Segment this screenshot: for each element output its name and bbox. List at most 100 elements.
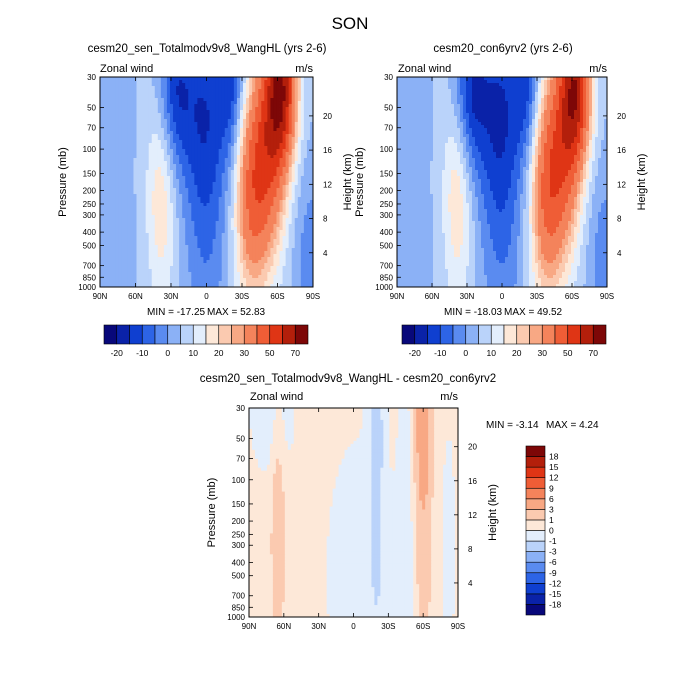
field-cell bbox=[285, 230, 290, 234]
field-cell bbox=[100, 104, 104, 108]
field-cell bbox=[182, 221, 186, 225]
field-cell bbox=[249, 116, 253, 120]
field-cell bbox=[255, 221, 259, 225]
field-cell bbox=[206, 221, 210, 225]
field-cell bbox=[255, 182, 259, 186]
field-cell bbox=[185, 149, 189, 153]
field-cell bbox=[139, 119, 143, 123]
field-cell bbox=[133, 212, 137, 216]
field-cell bbox=[151, 161, 156, 165]
field-cell bbox=[139, 137, 143, 141]
field-cell bbox=[127, 260, 131, 264]
field-cell bbox=[236, 191, 241, 195]
field-cell bbox=[157, 275, 162, 279]
field-cell bbox=[243, 131, 247, 135]
field-cell bbox=[212, 269, 217, 273]
field-cell bbox=[261, 83, 265, 87]
field-cell bbox=[276, 284, 280, 288]
field-cell bbox=[221, 89, 226, 93]
field-cell bbox=[309, 263, 314, 267]
field-cell bbox=[273, 203, 277, 207]
field-cell bbox=[236, 260, 241, 264]
field-cell bbox=[273, 284, 277, 288]
field-cell bbox=[255, 218, 259, 222]
field-cell bbox=[309, 236, 314, 240]
field-cell bbox=[224, 254, 229, 258]
field-cell bbox=[103, 266, 107, 270]
field-cell bbox=[173, 227, 177, 231]
field-cell bbox=[258, 113, 262, 117]
field-cell bbox=[291, 116, 296, 120]
field-cell bbox=[267, 122, 271, 126]
field-cell bbox=[243, 164, 247, 168]
field-cell bbox=[273, 83, 277, 87]
field-cell bbox=[300, 173, 305, 177]
field-cell bbox=[139, 143, 143, 147]
field-cell bbox=[133, 218, 137, 222]
field-cell bbox=[218, 116, 223, 120]
field-cell bbox=[194, 98, 198, 102]
field-cell bbox=[249, 89, 253, 93]
field-cell bbox=[218, 140, 223, 144]
field-cell bbox=[145, 257, 150, 261]
field-cell bbox=[200, 215, 204, 219]
field-cell bbox=[166, 83, 171, 87]
field-cell bbox=[224, 104, 229, 108]
field-cell bbox=[151, 266, 156, 270]
field-cell bbox=[176, 248, 180, 252]
colorbar-box bbox=[167, 324, 181, 345]
field-cell bbox=[127, 203, 131, 207]
field-cell bbox=[151, 173, 156, 177]
field-cell bbox=[112, 158, 116, 162]
field-cell bbox=[176, 176, 180, 180]
field-cell bbox=[276, 200, 280, 204]
field-cell bbox=[294, 224, 299, 228]
field-cell bbox=[185, 131, 189, 135]
field-cell bbox=[151, 131, 156, 135]
field-cell bbox=[203, 278, 207, 282]
field-cell bbox=[194, 134, 198, 138]
field-cell bbox=[151, 269, 156, 273]
field-cell bbox=[230, 95, 235, 99]
field-cell bbox=[279, 104, 283, 108]
field-cell bbox=[127, 224, 131, 228]
field-cell bbox=[206, 104, 210, 108]
field-cell bbox=[276, 275, 280, 279]
field-cell bbox=[297, 170, 302, 174]
field-cell bbox=[145, 143, 150, 147]
field-cell bbox=[276, 122, 280, 126]
field-cell bbox=[154, 242, 159, 246]
field-cell bbox=[142, 86, 147, 90]
field-cell bbox=[112, 155, 116, 159]
field-cell bbox=[194, 116, 198, 120]
field-cell bbox=[136, 191, 140, 195]
field-cell bbox=[188, 143, 192, 147]
field-cell bbox=[154, 119, 159, 123]
field-cell bbox=[118, 209, 122, 213]
field-cell bbox=[148, 116, 153, 120]
field-cell bbox=[239, 251, 244, 255]
field-cell bbox=[157, 278, 162, 282]
field-cell bbox=[279, 203, 283, 207]
field-cell bbox=[294, 101, 299, 105]
field-cell bbox=[188, 275, 192, 279]
field-cell bbox=[279, 86, 283, 90]
field-cell bbox=[255, 140, 259, 144]
field-cell bbox=[103, 212, 107, 216]
field-cell bbox=[261, 281, 265, 285]
field-cell bbox=[191, 251, 195, 255]
field-cell bbox=[109, 266, 113, 270]
field-cell bbox=[142, 134, 147, 138]
field-cell bbox=[264, 146, 268, 150]
field-cell bbox=[130, 155, 134, 159]
field-cell bbox=[291, 227, 296, 231]
field-cell bbox=[264, 281, 268, 285]
field-cell bbox=[279, 230, 283, 234]
field-cell bbox=[166, 179, 171, 183]
field-cell bbox=[160, 224, 165, 228]
field-cell bbox=[194, 173, 198, 177]
field-cell bbox=[282, 122, 287, 126]
field-cell bbox=[300, 221, 305, 225]
field-cell bbox=[173, 89, 177, 93]
field-cell bbox=[145, 248, 150, 252]
